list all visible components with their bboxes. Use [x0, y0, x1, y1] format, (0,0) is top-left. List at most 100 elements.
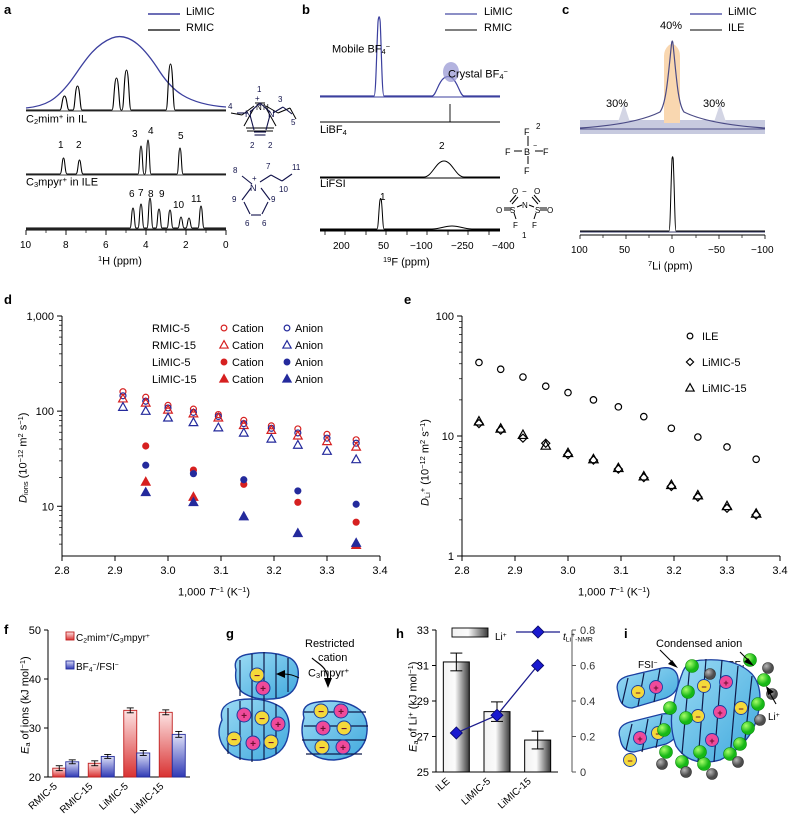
panel-b-annotation-mobile: Mobile BF4−	[332, 42, 391, 57]
svg-text:0.8: 0.8	[580, 625, 595, 637]
panel-c-xaxis-label: 7Li (ppm)	[648, 259, 693, 273]
svg-text:0.4: 0.4	[580, 696, 595, 708]
panel-a-xtick-1: 8	[63, 240, 69, 251]
panel-f-legend-anion: BF4−/FSI−	[76, 662, 119, 674]
svg-text:100: 100	[36, 406, 54, 418]
panel-a-spectrum-middle	[26, 139, 226, 176]
panel-c-percent-30-right: 30%	[703, 98, 726, 110]
svg-text:−: −	[701, 682, 706, 692]
svg-text:27: 27	[417, 732, 429, 744]
panel-h: h Ea of Li+ (kJ mol−1) 25 27 29 31 33 0 0.2 0.4…	[390, 612, 605, 830]
svg-text:1,000: 1,000	[26, 311, 54, 323]
panel-a-trace-label-il: C2mim+ in IL	[26, 112, 88, 127]
panel-a-trace-label-ile: C3mpyr+ in ILE	[26, 175, 99, 190]
structure-fsi: O O O S N S O F F − 1	[496, 187, 553, 240]
svg-text:+: +	[653, 683, 658, 693]
svg-text:9: 9	[271, 195, 276, 204]
svg-text:N: N	[268, 109, 275, 119]
panel-h-label: h	[396, 626, 404, 641]
svg-text:+: +	[717, 708, 722, 718]
panel-g-schematic: −++ −+− + −− ++ −− +	[218, 651, 368, 762]
panel-e-xlabel: 1,000 T−1 (K−1)	[578, 585, 651, 599]
svg-text:4: 4	[228, 102, 233, 111]
panel-a-xtick-3: 4	[143, 240, 149, 251]
svg-text:3.0: 3.0	[160, 565, 175, 577]
panel-c-label: c	[562, 2, 570, 17]
panel-b-trace-label-lifsi: LiFSI	[320, 178, 346, 190]
svg-text:50: 50	[29, 625, 41, 637]
svg-text:+: +	[320, 724, 326, 735]
svg-text:3.2: 3.2	[266, 565, 281, 577]
panel-b-legend	[445, 13, 477, 31]
svg-text:10: 10	[42, 501, 54, 513]
svg-text:100: 100	[436, 311, 454, 323]
svg-text:LiMIC-15: LiMIC-15	[152, 374, 197, 386]
panel-a-xaxis	[25, 229, 227, 235]
panel-b-legend-rmic: RMIC	[484, 22, 513, 34]
panel-c-xtick-1: 50	[619, 245, 631, 256]
svg-text:0: 0	[580, 767, 586, 779]
panel-i-label-li: Li+	[768, 712, 780, 724]
svg-text:N: N	[250, 183, 257, 193]
panel-a-peak-8: 8	[148, 189, 154, 200]
panel-h-legend-li: Li+	[495, 632, 507, 644]
svg-text:2.9: 2.9	[107, 565, 122, 577]
svg-text:RMIC-5: RMIC-5	[152, 323, 190, 335]
panel-c-spectrum-top	[579, 40, 766, 134]
svg-text:11: 11	[292, 163, 301, 172]
panel-a-xtick-0: 10	[20, 240, 32, 251]
svg-text:2: 2	[536, 122, 541, 131]
panel-i-label-fsi: FSI−	[638, 660, 658, 672]
svg-text:3: 3	[278, 95, 283, 104]
panel-c-legend-ile: ILE	[728, 22, 745, 34]
svg-text:7: 7	[266, 162, 271, 171]
panel-b-annotation-crystal: Crystal BF4−	[448, 67, 508, 82]
panel-b-legend-limic: LiMIC	[484, 6, 513, 18]
svg-text:−: −	[522, 187, 527, 196]
svg-text:+: +	[723, 678, 728, 688]
svg-text:5: 5	[291, 118, 296, 127]
panel-a-peak-2: 2	[76, 140, 82, 151]
svg-text:2.8: 2.8	[54, 565, 69, 577]
panel-i-label: i	[624, 626, 628, 641]
svg-text:S: S	[510, 206, 515, 215]
svg-text:2: 2	[268, 141, 273, 150]
svg-text:3.1: 3.1	[613, 565, 628, 577]
svg-text:1: 1	[522, 231, 527, 240]
svg-text:31: 31	[417, 661, 429, 673]
panel-a-xtick-4: 2	[183, 240, 189, 251]
panel-d: d Dions (10−12 m2 s−1) 2.8 2.9 3.0 3.1 3.2 3.…	[0, 288, 400, 608]
panel-b-xtick-2: −100	[410, 241, 433, 252]
panel-a-peak-10: 10	[173, 200, 185, 211]
svg-text:B: B	[524, 147, 530, 157]
svg-text:Anion: Anion	[295, 323, 323, 335]
structure-c2mim: N N + 1 4 3 5 2 2	[228, 85, 296, 150]
svg-text:Anion: Anion	[295, 340, 323, 352]
svg-text:LiMIC-15: LiMIC-15	[129, 781, 167, 817]
panel-c-xtick-3: −50	[708, 245, 725, 256]
svg-text:3.3: 3.3	[319, 565, 334, 577]
panel-g-annotation-line1: Restricted	[305, 638, 355, 650]
crystal-bf4-marker	[443, 62, 459, 82]
svg-text:F: F	[513, 221, 518, 230]
svg-text:N: N	[256, 103, 262, 112]
svg-text:40: 40	[29, 674, 41, 686]
panel-a-xtick-2: 6	[103, 240, 109, 251]
svg-text:O: O	[547, 206, 553, 215]
svg-text:3.2: 3.2	[666, 565, 681, 577]
panel-b-xtick-3: −250	[451, 241, 474, 252]
svg-text:2.8: 2.8	[454, 565, 469, 577]
svg-text:F: F	[532, 221, 537, 230]
panel-a-legend-limic: LiMIC	[186, 6, 215, 18]
panel-d-plot: 2.8 2.9 3.0 3.1 3.2 3.3 3.4 10 100 1,000 RMIC-5 Cat…	[26, 311, 387, 577]
panel-i-title: Condensed anion	[656, 638, 743, 650]
svg-text:20: 20	[29, 772, 41, 784]
panel-a-label: a	[4, 2, 12, 17]
svg-text:1: 1	[448, 551, 454, 563]
panel-c-legend-limic: LiMIC	[728, 6, 757, 18]
svg-text:6: 6	[262, 219, 267, 228]
panel-c-legend	[690, 13, 722, 31]
panel-a-legend	[148, 13, 180, 31]
svg-text:+: +	[340, 743, 346, 754]
